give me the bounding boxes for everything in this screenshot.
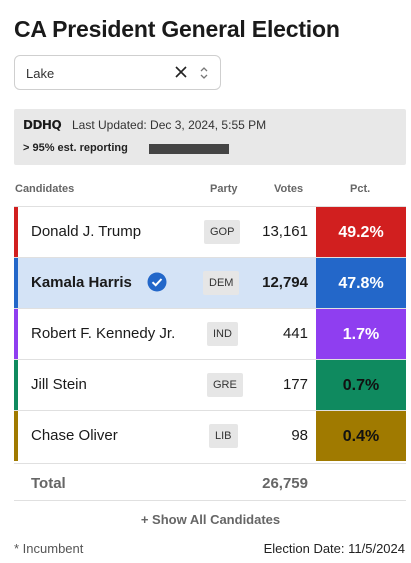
candidate-pct: 47.8% xyxy=(316,258,406,308)
reporting-bar xyxy=(149,144,229,154)
candidate-pct: 1.7% xyxy=(316,309,406,359)
candidate-name: Donald J. Trump xyxy=(31,223,142,240)
show-all-candidates-button[interactable]: + Show All Candidates xyxy=(140,512,281,527)
party-color-bar xyxy=(14,360,18,410)
party-badge: GOP xyxy=(204,220,241,244)
table-row: Chase Oliver LIB 98 0.4% xyxy=(14,410,406,461)
chevron-updown-icon[interactable] xyxy=(199,65,209,81)
total-row: Total 26,759 xyxy=(14,463,406,501)
county-select-value: Lake xyxy=(26,66,55,81)
table-row: Jill Stein GRE 177 0.7% xyxy=(14,359,406,410)
candidate-votes: 441 xyxy=(282,325,308,342)
party-color-bar xyxy=(14,309,18,359)
ddhq-logo: DDHQ xyxy=(23,118,62,132)
total-votes: 26,759 xyxy=(262,475,308,492)
party-badge: GRE xyxy=(207,373,243,397)
candidate-votes: 12,794 xyxy=(262,274,308,291)
candidate-votes: 177 xyxy=(282,376,308,393)
header-votes: Votes xyxy=(274,183,304,195)
candidate-name: Chase Oliver xyxy=(31,427,118,444)
table-row: Robert F. Kennedy Jr. IND 441 1.7% xyxy=(14,308,406,359)
page-title: CA President General Election xyxy=(14,16,340,42)
header-pct: Pct. xyxy=(350,183,371,195)
incumbent-footnote: * Incumbent xyxy=(14,541,84,556)
winner-check-icon xyxy=(147,272,167,292)
party-badge: DEM xyxy=(203,271,240,295)
last-updated-text: Last Updated: Dec 3, 2024, 5:55 PM xyxy=(72,118,267,132)
party-badge: LIB xyxy=(209,424,238,448)
party-color-bar xyxy=(14,411,18,461)
candidate-name: Robert F. Kennedy Jr. xyxy=(31,325,176,342)
candidate-pct: 0.7% xyxy=(316,360,406,410)
candidate-votes: 13,161 xyxy=(262,223,308,240)
total-label: Total xyxy=(31,475,66,492)
header-party: Party xyxy=(210,183,238,195)
candidate-name: Jill Stein xyxy=(31,376,87,393)
table-row: Kamala Harris DEM 12,794 47.8% xyxy=(14,257,406,308)
table-row: Donald J. Trump GOP 13,161 49.2% xyxy=(14,206,406,257)
candidate-pct: 49.2% xyxy=(316,207,406,257)
party-color-bar xyxy=(14,207,18,257)
candidate-votes: 98 xyxy=(291,427,308,444)
candidate-name: Kamala Harris xyxy=(31,274,132,291)
candidate-pct: 0.4% xyxy=(316,411,406,461)
party-badge: IND xyxy=(207,322,238,346)
header-candidates: Candidates xyxy=(15,183,75,195)
county-select[interactable]: Lake xyxy=(14,55,221,90)
close-icon[interactable] xyxy=(174,65,188,79)
status-panel: DDHQ Last Updated: Dec 3, 2024, 5:55 PM … xyxy=(14,109,406,165)
reporting-text: > 95% est. reporting xyxy=(23,142,128,154)
election-date: Election Date: 11/5/2024 xyxy=(263,541,405,556)
party-color-bar xyxy=(14,258,18,308)
